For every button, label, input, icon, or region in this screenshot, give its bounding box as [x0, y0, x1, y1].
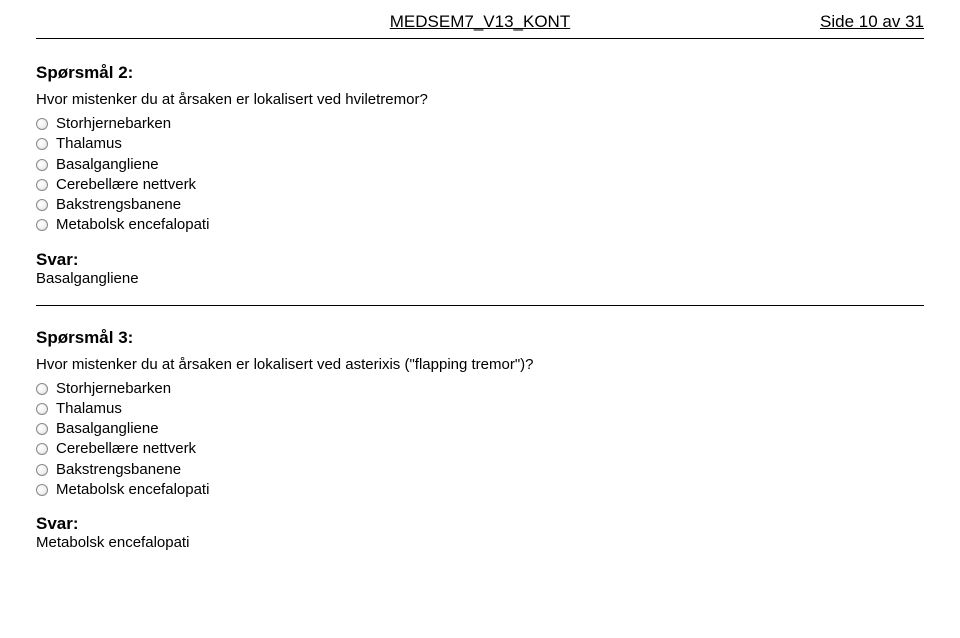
option-label: Metabolsk encefalopati [56, 480, 209, 500]
option-label: Basalgangliene [56, 155, 159, 175]
radio-icon[interactable] [36, 138, 48, 150]
document-title: MEDSEM7_V13_KONT [390, 12, 570, 32]
option-row[interactable]: Basalgangliene [36, 419, 924, 439]
option-label: Bakstrengsbanene [56, 460, 181, 480]
option-row[interactable]: Bakstrengsbanene [36, 460, 924, 480]
radio-icon[interactable] [36, 118, 48, 130]
header-divider [36, 38, 924, 39]
radio-icon[interactable] [36, 383, 48, 395]
radio-icon[interactable] [36, 484, 48, 496]
option-row[interactable]: Thalamus [36, 399, 924, 419]
question-block: Spørsmål 3: Hvor mistenker du at årsaken… [36, 328, 924, 552]
option-label: Thalamus [56, 134, 122, 154]
option-row[interactable]: Metabolsk encefalopati [36, 215, 924, 235]
radio-icon[interactable] [36, 443, 48, 455]
page-number: Side 10 av 31 [820, 12, 924, 32]
radio-icon[interactable] [36, 179, 48, 191]
radio-icon[interactable] [36, 403, 48, 415]
document-header: MEDSEM7_V13_KONT Side 10 av 31 [36, 12, 924, 38]
answer-label: Svar: [36, 514, 924, 534]
option-label: Storhjernebarken [56, 114, 171, 134]
radio-icon[interactable] [36, 159, 48, 171]
option-row[interactable]: Bakstrengsbanene [36, 195, 924, 215]
question-text: Hvor mistenker du at årsaken er lokalise… [36, 91, 924, 108]
question-title: Spørsmål 2: [36, 63, 924, 83]
option-row[interactable]: Basalgangliene [36, 155, 924, 175]
option-row[interactable]: Thalamus [36, 134, 924, 154]
answer-text: Basalgangliene [36, 270, 924, 287]
answer-label: Svar: [36, 250, 924, 270]
option-label: Bakstrengsbanene [56, 195, 181, 215]
section-divider [36, 305, 924, 306]
option-row[interactable]: Cerebellære nettverk [36, 439, 924, 459]
option-row[interactable]: Cerebellære nettverk [36, 175, 924, 195]
option-label: Cerebellære nettverk [56, 175, 196, 195]
radio-icon[interactable] [36, 423, 48, 435]
option-row[interactable]: Metabolsk encefalopati [36, 480, 924, 500]
option-label: Basalgangliene [56, 419, 159, 439]
question-block: Spørsmål 2: Hvor mistenker du at årsaken… [36, 63, 924, 287]
option-row[interactable]: Storhjernebarken [36, 114, 924, 134]
option-label: Cerebellære nettverk [56, 439, 196, 459]
option-label: Metabolsk encefalopati [56, 215, 209, 235]
question-title: Spørsmål 3: [36, 328, 924, 348]
radio-icon[interactable] [36, 464, 48, 476]
option-row[interactable]: Storhjernebarken [36, 379, 924, 399]
option-label: Storhjernebarken [56, 379, 171, 399]
question-text: Hvor mistenker du at årsaken er lokalise… [36, 356, 924, 373]
option-label: Thalamus [56, 399, 122, 419]
radio-icon[interactable] [36, 199, 48, 211]
answer-text: Metabolsk encefalopati [36, 534, 924, 551]
radio-icon[interactable] [36, 219, 48, 231]
